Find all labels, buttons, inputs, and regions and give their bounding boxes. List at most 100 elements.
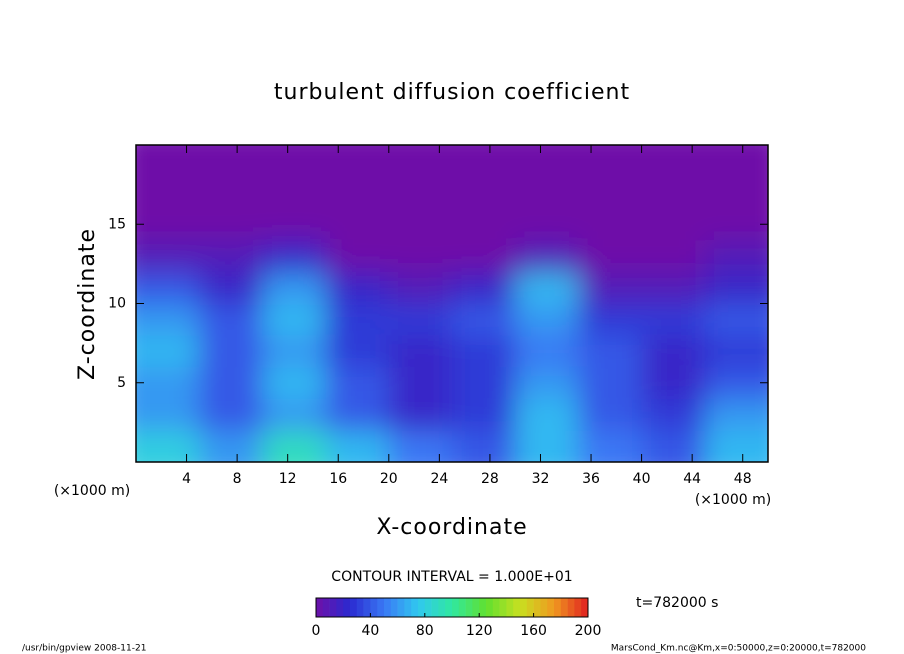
colorbar-step [445, 598, 453, 617]
cell [452, 208, 516, 241]
cell [515, 335, 579, 368]
cell [199, 430, 263, 462]
cell [704, 366, 768, 400]
x-tick-label: 36 [582, 471, 600, 487]
cell [262, 176, 327, 209]
cell [199, 366, 263, 400]
colorbar-step [486, 598, 494, 617]
colorbar-step [533, 598, 541, 617]
y-tick-label: 5 [117, 375, 126, 391]
cell [199, 271, 263, 304]
colorbar-step [567, 598, 575, 617]
cell [136, 271, 200, 304]
cell [136, 430, 200, 462]
x-tick-label: 16 [329, 471, 347, 487]
field [136, 145, 768, 462]
cells [136, 145, 768, 462]
colorbar-step [492, 598, 500, 617]
cell [452, 240, 516, 273]
cell [388, 176, 453, 209]
colorbar-step [438, 598, 446, 617]
cell [578, 145, 643, 178]
x-tick-label: 4 [182, 471, 191, 487]
cell [515, 240, 579, 273]
cell [388, 303, 453, 336]
colorbar-step [540, 598, 548, 617]
colorbar: 0 40 80 120 160 200 [312, 597, 601, 639]
colorbar-step [560, 598, 568, 617]
cell [704, 240, 768, 273]
x-unit: (×1000 m) [695, 492, 771, 508]
cell [136, 398, 200, 431]
cell [199, 398, 263, 431]
cell [641, 335, 706, 368]
cell [452, 366, 516, 400]
cell [325, 430, 390, 462]
colorbar-step [554, 598, 562, 617]
cell [262, 240, 327, 273]
cell [262, 335, 327, 368]
y-axis-label: Z-coordinate [75, 228, 100, 380]
cell [515, 398, 579, 431]
cell [641, 208, 706, 241]
cell [515, 271, 579, 304]
footer-right: MarsCond_Km.nc@Km,x=0:50000,z=0:20000,t=… [611, 644, 866, 654]
chart-title: turbulent diffusion coefficient [274, 80, 630, 105]
colorbar-step [547, 598, 555, 617]
cell [704, 430, 768, 462]
x-tick-label: 40 [633, 471, 651, 487]
cell [136, 335, 200, 368]
cell [578, 335, 643, 368]
colorbar-step [404, 598, 412, 617]
cell [262, 366, 327, 400]
colorbar-step [363, 598, 371, 617]
cell [704, 398, 768, 431]
y-tick-label: 15 [108, 216, 126, 232]
cell [578, 398, 643, 431]
cell [388, 430, 453, 462]
x-tick-label: 20 [380, 471, 398, 487]
colorbar-frame [315, 597, 589, 618]
cell [452, 335, 516, 368]
colorbar-step [574, 598, 582, 617]
cell [136, 303, 200, 336]
colorbar-step [397, 598, 405, 617]
cell [641, 366, 706, 400]
cell [136, 366, 200, 400]
cell [515, 303, 579, 336]
colorbar-step [322, 598, 330, 617]
cell [641, 240, 706, 273]
colorbar-step [526, 598, 534, 617]
cell [515, 366, 579, 400]
cell [578, 366, 643, 400]
colorbar-step [452, 598, 460, 617]
cell [325, 366, 390, 400]
cell [578, 208, 643, 241]
cell [262, 271, 327, 304]
x-tick-label: 44 [683, 471, 701, 487]
colorbar-step [418, 598, 426, 617]
cell [325, 145, 390, 178]
colorbar-tick-label: 120 [466, 623, 493, 639]
cell [578, 240, 643, 273]
colorbar-step [465, 598, 473, 617]
cell [578, 430, 643, 462]
colorbar-step [499, 598, 507, 617]
cell [641, 271, 706, 304]
cell [704, 303, 768, 336]
cell [199, 335, 263, 368]
cell [515, 176, 579, 209]
cell [262, 430, 327, 462]
cell [641, 398, 706, 431]
cell [199, 176, 263, 209]
cell [452, 176, 516, 209]
colorbar-step [424, 598, 432, 617]
x-tick-label: 48 [734, 471, 752, 487]
cell [325, 303, 390, 336]
colorbar-step [431, 598, 439, 617]
cell [388, 335, 453, 368]
cell [452, 398, 516, 431]
time-label: t=782000 s [636, 595, 718, 611]
colorbar-tick-label: 160 [520, 623, 547, 639]
cell [136, 208, 200, 241]
